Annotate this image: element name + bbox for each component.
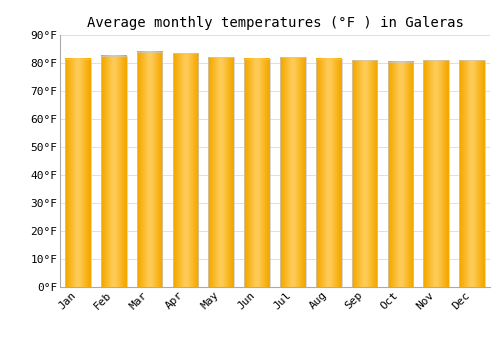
Bar (388, 62, 413, 287)
Bar (136, 52, 162, 287)
Bar (316, 59, 342, 287)
Bar (424, 60, 449, 287)
Bar (352, 60, 378, 287)
Bar (280, 57, 306, 287)
Bar (101, 56, 126, 287)
Bar (244, 59, 270, 287)
Bar (208, 57, 234, 287)
Title: Average monthly temperatures (°F ) in Galeras: Average monthly temperatures (°F ) in Ga… (86, 16, 464, 30)
Bar (172, 53, 199, 287)
Bar (65, 59, 91, 287)
Bar (459, 60, 485, 287)
